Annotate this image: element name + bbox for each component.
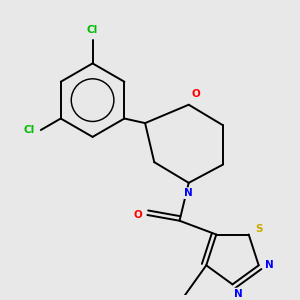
- Text: Cl: Cl: [87, 25, 98, 35]
- Text: O: O: [134, 210, 142, 220]
- Text: S: S: [255, 224, 263, 234]
- Text: N: N: [234, 289, 243, 298]
- Text: O: O: [191, 89, 200, 99]
- Text: N: N: [265, 260, 273, 270]
- Text: N: N: [184, 188, 193, 198]
- Text: Cl: Cl: [24, 125, 35, 135]
